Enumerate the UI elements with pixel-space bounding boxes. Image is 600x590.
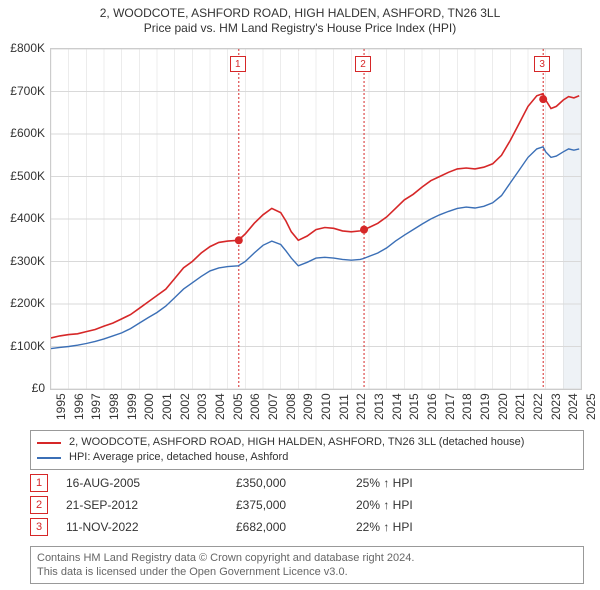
x-tick-label: 2014 xyxy=(390,393,404,420)
title-line-2: Price paid vs. HM Land Registry's House … xyxy=(0,21,600,36)
legend-swatch-subject xyxy=(37,442,61,444)
credit-box: Contains HM Land Registry data © Crown c… xyxy=(30,546,584,584)
x-tick-label: 2003 xyxy=(195,393,209,420)
title-line-1: 2, WOODCOTE, ASHFORD ROAD, HIGH HALDEN, … xyxy=(0,6,600,21)
x-tick-label: 2011 xyxy=(337,394,351,420)
legend: 2, WOODCOTE, ASHFORD ROAD, HIGH HALDEN, … xyxy=(30,430,584,470)
event-pct: 22% ↑ HPI xyxy=(356,520,476,534)
x-tick-label: 2012 xyxy=(354,393,368,420)
x-tick-label: 1997 xyxy=(89,393,103,420)
x-tick-label: 2023 xyxy=(549,393,563,420)
event-row: 3 11-NOV-2022£682,00022% ↑ HPI xyxy=(30,516,570,538)
legend-label-subject: 2, WOODCOTE, ASHFORD ROAD, HIGH HALDEN, … xyxy=(69,435,524,450)
legend-swatch-hpi xyxy=(37,457,61,459)
x-tick-label: 2025 xyxy=(584,393,598,420)
event-price: £350,000 xyxy=(236,476,356,490)
y-tick-label: £700K xyxy=(10,84,45,98)
event-num-box: 3 xyxy=(30,518,48,536)
x-tick-label: 2008 xyxy=(284,393,298,420)
legend-row-subject: 2, WOODCOTE, ASHFORD ROAD, HIGH HALDEN, … xyxy=(37,435,577,450)
y-tick-label: £400K xyxy=(10,211,45,225)
y-tick-label: £600K xyxy=(10,126,45,140)
event-date: 16-AUG-2005 xyxy=(66,476,236,490)
y-tick-label: £200K xyxy=(10,296,45,310)
x-tick-label: 2016 xyxy=(425,393,439,420)
event-num-box: 1 xyxy=(30,474,48,492)
event-num-box: 2 xyxy=(30,496,48,514)
x-tick-label: 1999 xyxy=(125,393,139,420)
event-date: 11-NOV-2022 xyxy=(66,520,236,534)
legend-label-hpi: HPI: Average price, detached house, Ashf… xyxy=(69,450,288,465)
event-pct: 25% ↑ HPI xyxy=(356,476,476,490)
x-tick-label: 2001 xyxy=(160,393,174,420)
x-tick-label: 2021 xyxy=(513,393,527,420)
x-tick-label: 2017 xyxy=(443,393,457,420)
event-price: £375,000 xyxy=(236,498,356,512)
y-tick-label: £500K xyxy=(10,169,45,183)
credit-line-1: Contains HM Land Registry data © Crown c… xyxy=(37,551,577,565)
y-tick-label: £0 xyxy=(32,381,45,395)
x-tick-label: 2020 xyxy=(496,393,510,420)
x-tick-label: 2010 xyxy=(319,393,333,420)
x-tick-label: 2004 xyxy=(213,393,227,420)
x-tick-label: 2007 xyxy=(266,393,280,420)
event-marker-2: 2 xyxy=(355,56,371,72)
legend-row-hpi: HPI: Average price, detached house, Ashf… xyxy=(37,450,577,465)
x-tick-label: 2000 xyxy=(142,393,156,420)
x-tick-label: 1998 xyxy=(107,393,121,420)
event-price: £682,000 xyxy=(236,520,356,534)
x-tick-label: 1995 xyxy=(54,393,68,420)
chart-area xyxy=(50,48,582,390)
x-tick-label: 2018 xyxy=(460,393,474,420)
x-tick-label: 2005 xyxy=(231,393,245,420)
x-tick-label: 2013 xyxy=(372,393,386,420)
y-tick-label: £300K xyxy=(10,254,45,268)
x-tick-label: 2002 xyxy=(178,393,192,420)
x-tick-label: 2009 xyxy=(301,393,315,420)
y-tick-label: £800K xyxy=(10,41,45,55)
event-marker-3: 3 xyxy=(534,56,550,72)
event-row: 1 16-AUG-2005£350,00025% ↑ HPI xyxy=(30,472,570,494)
event-marker-1: 1 xyxy=(230,56,246,72)
y-tick-label: £100K xyxy=(10,339,45,353)
x-tick-label: 2006 xyxy=(248,393,262,420)
chart-svg xyxy=(51,49,581,389)
chart-title: 2, WOODCOTE, ASHFORD ROAD, HIGH HALDEN, … xyxy=(0,0,600,36)
events-table: 1 16-AUG-2005£350,00025% ↑ HPI 2 21-SEP-201… xyxy=(30,472,570,538)
x-tick-label: 2019 xyxy=(478,393,492,420)
event-row: 2 21-SEP-2012£375,00020% ↑ HPI xyxy=(30,494,570,516)
event-pct: 20% ↑ HPI xyxy=(356,498,476,512)
x-tick-label: 2015 xyxy=(407,393,421,420)
x-tick-label: 2024 xyxy=(566,393,580,420)
x-tick-label: 1996 xyxy=(72,393,86,420)
x-tick-label: 2022 xyxy=(531,393,545,420)
event-date: 21-SEP-2012 xyxy=(66,498,236,512)
credit-line-2: This data is licensed under the Open Gov… xyxy=(37,565,577,579)
